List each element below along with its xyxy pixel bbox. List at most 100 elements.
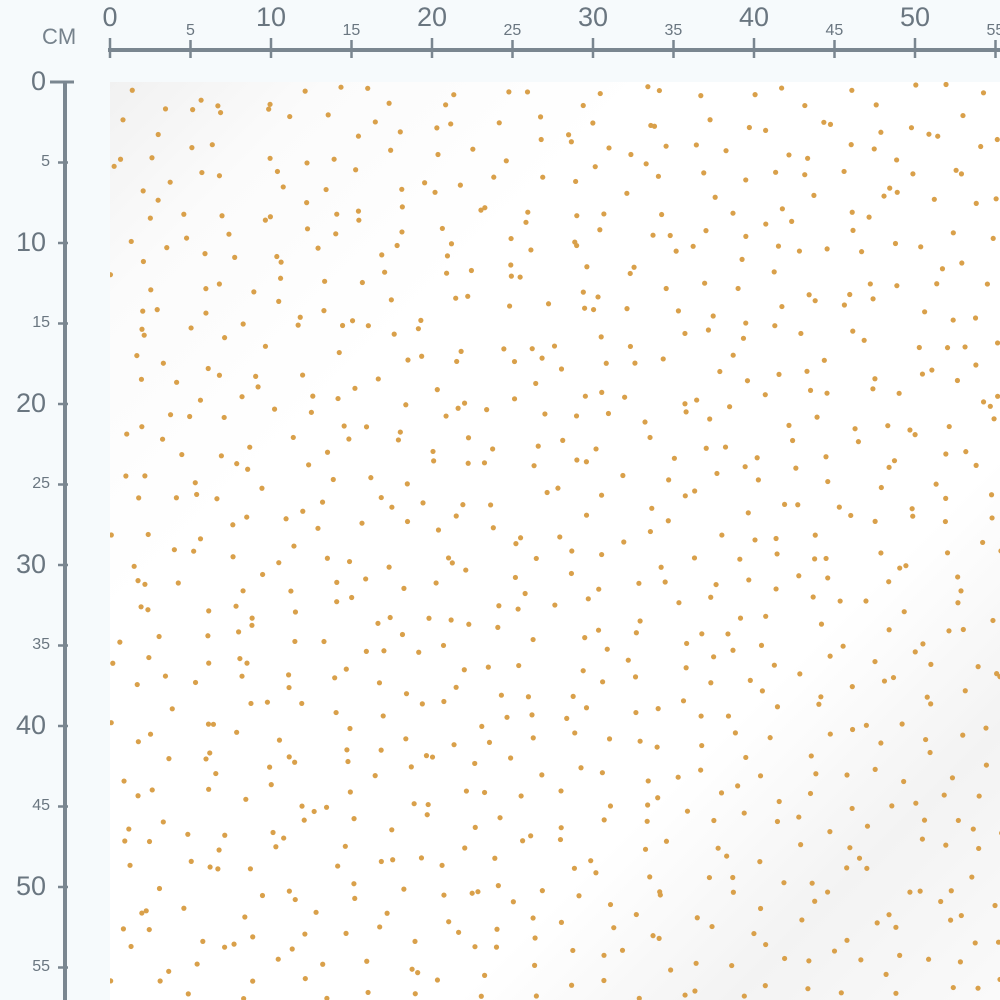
left-ruler-label: 30 (15, 549, 46, 579)
dot (508, 755, 514, 761)
dot (732, 730, 738, 736)
dot (607, 803, 614, 809)
dot (692, 988, 698, 994)
dot (422, 180, 428, 186)
dot (599, 551, 605, 558)
dot (323, 186, 329, 193)
dot (216, 372, 223, 378)
dot (776, 371, 782, 377)
left-ruler-label: 5 (41, 152, 50, 170)
dot (711, 817, 717, 824)
dot (599, 389, 605, 395)
dot (335, 863, 341, 869)
dot (120, 926, 127, 932)
dot (494, 926, 500, 932)
dot (297, 314, 303, 320)
dot (423, 753, 430, 759)
dot (276, 737, 283, 743)
dot (528, 247, 534, 253)
dot (611, 925, 617, 931)
dot (273, 844, 279, 850)
dot (863, 722, 869, 728)
dot (852, 426, 858, 432)
dot (712, 194, 718, 200)
dot (558, 919, 565, 925)
dot (807, 790, 814, 797)
dot (933, 481, 939, 487)
dot (632, 674, 639, 680)
top-ruler-label: 10 (256, 2, 287, 32)
dot (885, 423, 891, 429)
dot (460, 502, 466, 508)
dot (606, 736, 613, 742)
dot (813, 771, 819, 777)
dot (461, 400, 468, 406)
dot (976, 845, 982, 852)
dot (162, 673, 169, 679)
dot (659, 211, 665, 218)
dot (993, 196, 999, 202)
dot (987, 403, 993, 409)
dot (213, 770, 219, 777)
dot (645, 84, 651, 90)
dot (365, 85, 371, 91)
dot (658, 564, 664, 570)
dot (462, 845, 468, 851)
dot (216, 847, 222, 853)
dot (535, 443, 541, 449)
dot (805, 986, 811, 992)
dot (665, 518, 671, 524)
dot (913, 800, 919, 806)
dot (434, 387, 440, 393)
dot (484, 407, 490, 413)
dot (943, 495, 949, 501)
dot (131, 563, 137, 569)
dot (283, 516, 289, 522)
dot (793, 465, 799, 471)
dot (404, 518, 411, 525)
dot (343, 930, 349, 936)
dot (244, 514, 250, 520)
dot (619, 947, 626, 953)
dot (430, 448, 436, 455)
dot (943, 82, 949, 88)
dot (155, 197, 161, 203)
dot (260, 571, 266, 578)
dot (472, 760, 478, 767)
dot (403, 736, 409, 742)
dot (387, 614, 393, 621)
dot (741, 810, 747, 816)
dot (110, 272, 114, 278)
dot (372, 773, 378, 779)
dot (192, 679, 199, 686)
dot (264, 699, 271, 705)
dot (825, 575, 831, 581)
dot (897, 565, 903, 571)
dot (864, 823, 871, 829)
dot (643, 161, 649, 167)
top-ruler-label: 55 (986, 22, 1000, 39)
left-ruler-label: 25 (32, 474, 50, 492)
dot (644, 818, 650, 824)
dot (139, 910, 145, 916)
dot (425, 801, 431, 808)
dot (935, 133, 941, 139)
dot (230, 522, 236, 528)
dot (234, 729, 240, 735)
dot (725, 713, 732, 719)
dot (496, 120, 502, 126)
left-ruler-label: 15 (32, 313, 50, 331)
dot (818, 621, 825, 627)
dot (334, 599, 340, 605)
dot (804, 368, 810, 374)
dot (472, 944, 478, 950)
dot (429, 754, 436, 760)
dot (569, 548, 575, 554)
dot (699, 631, 705, 637)
dot (812, 556, 818, 562)
dot (775, 243, 782, 249)
dot (292, 638, 298, 645)
dot (339, 322, 346, 329)
dot (451, 742, 457, 748)
dot (143, 908, 149, 914)
